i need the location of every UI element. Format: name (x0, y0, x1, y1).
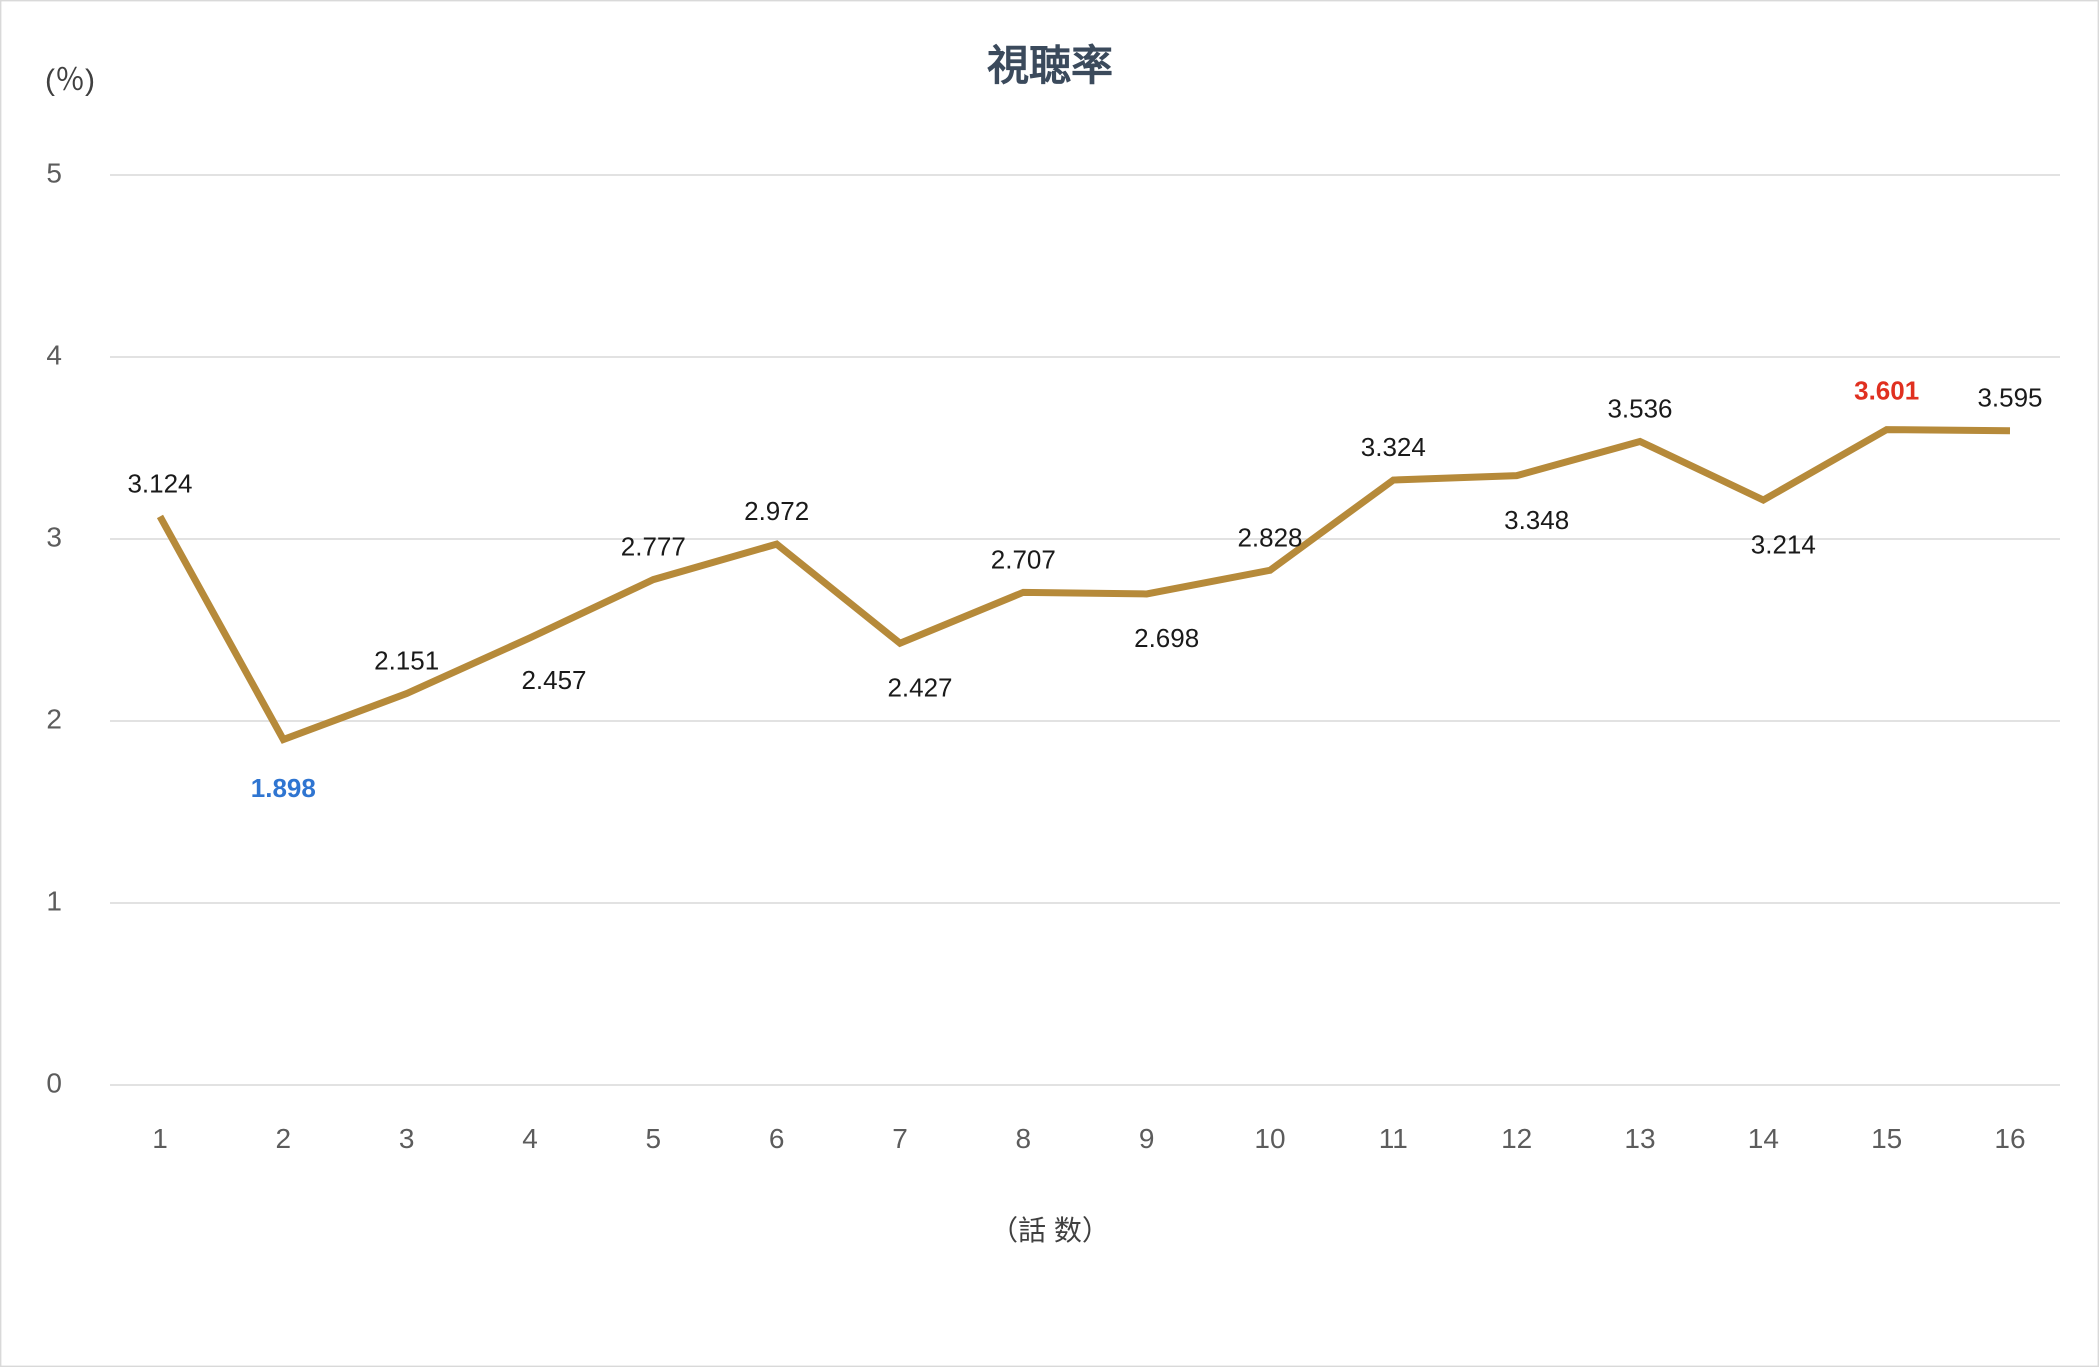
data-point-label: 2.151 (374, 646, 439, 676)
x-tick-label: 8 (1016, 1123, 1032, 1154)
data-point-label: 2.457 (521, 665, 586, 695)
y-tick-label: 1 (46, 885, 62, 916)
x-tick-label: 5 (646, 1123, 662, 1154)
data-point-label: 3.536 (1607, 393, 1672, 423)
y-tick-label: 5 (46, 157, 62, 188)
data-point-label: 2.828 (1237, 522, 1302, 552)
data-point-label: 2.777 (621, 532, 686, 562)
y-tick-label: 0 (46, 1067, 62, 1098)
x-tick-label: 13 (1624, 1123, 1655, 1154)
x-tick-label: 16 (1994, 1123, 2025, 1154)
x-tick-label: 11 (1379, 1123, 1408, 1154)
data-point-label: 1.898 (251, 773, 316, 803)
data-point-label: 3.601 (1854, 376, 1919, 406)
x-tick-label: 2 (276, 1123, 292, 1154)
x-tick-label: 3 (399, 1123, 415, 1154)
x-axis-label: （話 数） (990, 1215, 1110, 1246)
y-axis-unit-label: (％) (45, 64, 95, 97)
y-tick-label: 3 (46, 521, 62, 552)
y-tick-label: 4 (46, 339, 62, 370)
data-point-label: 3.124 (127, 468, 192, 498)
x-tick-label: 14 (1748, 1123, 1779, 1154)
chart-title: 視聴率 (987, 42, 1113, 89)
data-point-label: 2.427 (887, 672, 952, 702)
data-point-label: 2.698 (1134, 623, 1199, 653)
x-tick-label: 6 (769, 1123, 785, 1154)
x-tick-label: 4 (522, 1123, 538, 1154)
data-point-label: 3.324 (1361, 432, 1426, 462)
x-tick-label: 12 (1501, 1123, 1532, 1154)
data-point-label: 2.972 (744, 496, 809, 526)
x-tick-label: 10 (1254, 1123, 1285, 1154)
x-tick-label: 7 (892, 1123, 908, 1154)
x-tick-label: 9 (1139, 1123, 1155, 1154)
ratings-line-chart: 012345123456789101112131415163.1241.8982… (0, 0, 2099, 1367)
y-tick-label: 2 (46, 703, 62, 734)
data-point-label: 3.214 (1751, 529, 1816, 559)
x-tick-label: 1 (152, 1123, 168, 1154)
data-point-label: 3.348 (1504, 505, 1569, 535)
data-point-label: 3.595 (1977, 383, 2042, 413)
data-point-label: 2.707 (991, 544, 1056, 574)
x-tick-label: 15 (1871, 1123, 1902, 1154)
